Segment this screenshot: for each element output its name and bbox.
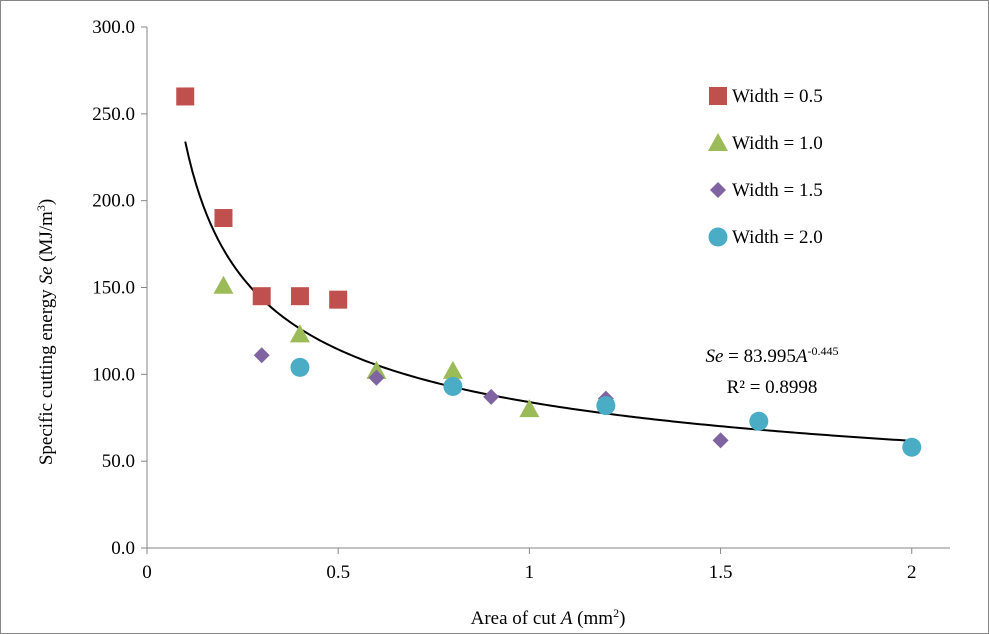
y-tick-label: 0.0 bbox=[111, 538, 135, 559]
legend-item: Width = 1.5 bbox=[710, 180, 823, 201]
data-point-diamond-marker bbox=[712, 432, 729, 449]
y-tick-label: 250.0 bbox=[92, 104, 135, 125]
data-point-circle-marker bbox=[749, 411, 769, 431]
data-point-diamond-marker bbox=[483, 388, 500, 405]
legend-diamond-marker bbox=[710, 182, 726, 198]
x-axis-title: Area of cut A (mm2) bbox=[471, 606, 626, 629]
data-point-triangle-marker bbox=[519, 399, 540, 418]
plot-area: 0.0 50.0 100.0 150.0 200.0 250.0 300.0 0 0.5 1 1.… bbox=[92, 17, 950, 583]
data-point-diamond-marker bbox=[368, 369, 385, 386]
x-tick-label: 0 bbox=[142, 562, 152, 583]
legend-triangle-marker bbox=[708, 133, 728, 151]
y-tick-label: 100.0 bbox=[92, 364, 135, 385]
legend: Width = 0.5 Width = 1.0 Width = 1.5 Width =… bbox=[708, 86, 823, 248]
series-triangle bbox=[213, 275, 540, 418]
data-point-circle-marker bbox=[902, 437, 922, 457]
power-trendline bbox=[184, 141, 912, 442]
data-point-square-marker bbox=[176, 87, 195, 106]
data-point-triangle-marker bbox=[213, 275, 234, 294]
legend-item: Width = 1.0 bbox=[708, 133, 823, 154]
data-point-diamond-marker bbox=[253, 347, 270, 364]
data-point-circle-marker bbox=[290, 357, 310, 377]
y-axis-title: Specific cutting energy Se (MJ/m3) bbox=[34, 199, 57, 465]
data-point-triangle-marker bbox=[442, 360, 463, 379]
y-axis-ticks: 0.0 50.0 100.0 150.0 200.0 250.0 300.0 bbox=[92, 17, 147, 559]
x-tick-label: 2 bbox=[907, 562, 917, 583]
x-tick-label: 0.5 bbox=[326, 562, 350, 583]
legend-circle-marker bbox=[708, 227, 728, 247]
trendline-equation: Se = 83.995A-0.445 bbox=[705, 344, 838, 367]
data-point-circle-marker bbox=[443, 376, 463, 396]
data-point-square-marker bbox=[214, 209, 233, 228]
legend-square-marker bbox=[709, 87, 727, 105]
y-tick-label: 150.0 bbox=[92, 278, 135, 299]
legend-item: Width = 0.5 bbox=[709, 86, 823, 107]
data-markers bbox=[176, 87, 922, 457]
x-tick-label: 1.5 bbox=[709, 562, 733, 583]
legend-label: Width = 2.0 bbox=[732, 227, 823, 248]
data-point-square-marker bbox=[290, 287, 309, 306]
legend-label: Width = 1.5 bbox=[732, 180, 823, 201]
x-tick-label: 1 bbox=[525, 562, 535, 583]
series-square bbox=[176, 87, 348, 309]
series-circle bbox=[290, 357, 922, 457]
legend-item: Width = 2.0 bbox=[708, 227, 823, 248]
data-point-square-marker bbox=[329, 290, 348, 309]
x-axis-ticks: 0 0.5 1 1.5 2 bbox=[142, 548, 917, 583]
y-tick-label: 300.0 bbox=[92, 17, 135, 38]
data-point-square-marker bbox=[252, 287, 271, 306]
legend-label: Width = 1.0 bbox=[732, 133, 823, 154]
legend-label: Width = 0.5 bbox=[732, 86, 823, 107]
data-point-circle-marker bbox=[596, 396, 616, 416]
data-point-triangle-marker bbox=[289, 324, 310, 343]
y-tick-label: 50.0 bbox=[102, 451, 135, 472]
y-tick-label: 200.0 bbox=[92, 191, 135, 212]
trendline-r-squared: R² = 0.8998 bbox=[727, 377, 818, 398]
